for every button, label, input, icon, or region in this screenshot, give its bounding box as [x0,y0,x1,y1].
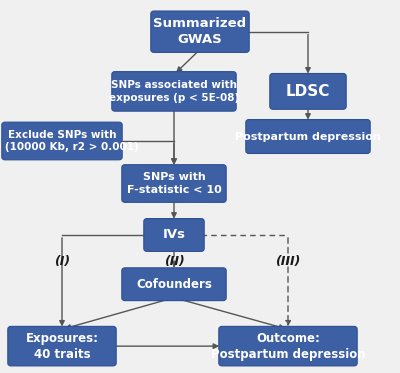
FancyBboxPatch shape [144,219,204,251]
Text: Postpartum depression: Postpartum depression [235,132,381,141]
Text: IVs: IVs [162,229,186,241]
FancyBboxPatch shape [8,326,116,366]
Text: Exclude SNPs with
LD (10000 Kb, r2 > 0.001): Exclude SNPs with LD (10000 Kb, r2 > 0.0… [0,130,138,152]
Text: SNPs with
F-statistic < 10: SNPs with F-statistic < 10 [127,172,221,195]
FancyBboxPatch shape [151,11,249,52]
Text: Exposures:
40 traits: Exposures: 40 traits [26,332,98,361]
Text: Summarized
GWAS: Summarized GWAS [154,17,246,46]
FancyBboxPatch shape [122,165,226,202]
Text: SNPs associated with
exposures (p < 5E-08): SNPs associated with exposures (p < 5E-0… [109,80,239,103]
FancyBboxPatch shape [219,326,357,366]
Text: (I): (I) [54,255,70,267]
Text: LDSC: LDSC [286,84,330,99]
Text: Cofounders: Cofounders [136,278,212,291]
FancyBboxPatch shape [2,122,122,160]
Text: Outcome:
Postpartum depression: Outcome: Postpartum depression [211,332,365,361]
Text: (II): (II) [164,255,184,267]
FancyBboxPatch shape [122,268,226,301]
FancyBboxPatch shape [270,73,346,109]
FancyBboxPatch shape [246,119,370,154]
FancyBboxPatch shape [112,72,236,111]
Text: (III): (III) [275,255,301,267]
